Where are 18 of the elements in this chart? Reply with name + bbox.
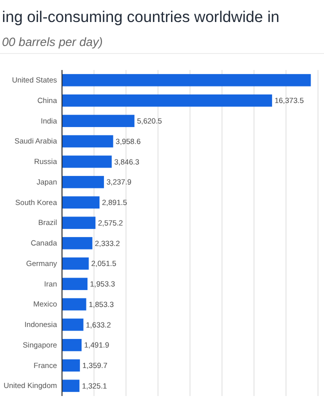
bar [62,176,104,188]
bar [62,196,100,209]
bar [62,216,96,229]
bar [62,114,134,128]
chart-subtitle: 00 barrels per day) [2,35,103,49]
bar [62,278,88,290]
chart-title: ing oil-consuming countries worldwide in [2,9,280,26]
bar [62,359,80,372]
bar [62,156,112,168]
bar [62,380,80,392]
bar [62,257,89,270]
bar [62,94,272,107]
bar [62,298,86,310]
bar [62,338,82,352]
bar [62,74,311,86]
bar [62,135,114,148]
bar [62,237,92,250]
bar [62,318,84,331]
